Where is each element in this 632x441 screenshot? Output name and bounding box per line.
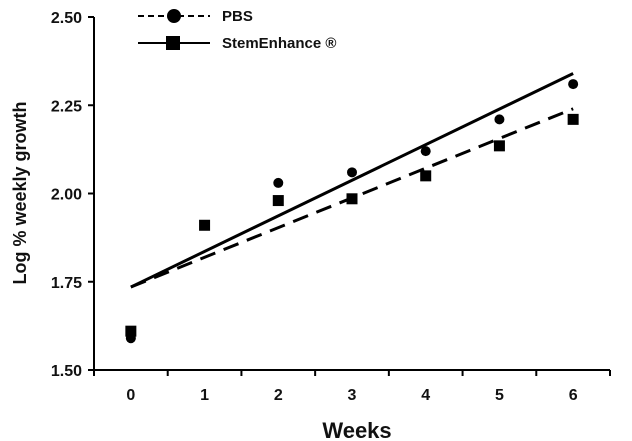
x-tick-label: 1 [200, 387, 209, 404]
point-pbs [420, 146, 431, 157]
legend-pbs-label: PBS [222, 8, 253, 25]
y-tick-label: 2.25 [51, 98, 82, 115]
point-stemenhance [420, 170, 432, 182]
point-stemenhance [199, 219, 211, 231]
point-pbs [568, 79, 579, 90]
point-stemenhance [346, 193, 358, 205]
trendline-stemenhance [130, 72, 574, 289]
y-ticks: 1.50 1.75 2.00 2.25 2.50 [51, 10, 94, 380]
x-axis-title: Weeks [322, 418, 391, 441]
point-stemenhance [493, 140, 505, 152]
point-pbs [347, 167, 357, 178]
x-tick-label: 4 [421, 387, 430, 404]
point-stemenhance [272, 195, 284, 207]
x-tick-label: 6 [569, 387, 578, 404]
legend-pbs-marker [167, 9, 181, 23]
x-ticks: 0 1 2 3 4 5 6 [93, 370, 611, 404]
point-pbs [494, 114, 505, 125]
legend-stemenhance-marker [166, 36, 180, 50]
y-tick-label: 2.00 [51, 187, 82, 204]
y-tick-label: 1.50 [51, 363, 82, 380]
legend-item-stemenhance: StemEnhance ® [138, 35, 336, 52]
legend-stemenhance-label: StemEnhance ® [222, 35, 336, 52]
y-axis-title: Log % weekly growth [10, 101, 30, 284]
point-stemenhance [125, 325, 137, 337]
point-stemenhance [567, 113, 579, 125]
y-tick-label: 2.50 [51, 10, 82, 27]
legend-item-pbs: PBS [138, 8, 253, 25]
x-tick-label: 2 [274, 387, 283, 404]
x-tick-label: 5 [495, 387, 504, 404]
point-pbs [273, 177, 284, 188]
points [125, 79, 579, 344]
y-tick-label: 1.75 [51, 275, 82, 292]
x-tick-label: 0 [126, 387, 135, 404]
x-tick-label: 3 [348, 387, 357, 404]
trendlines [130, 72, 574, 289]
legend: PBS StemEnhance ® [138, 8, 336, 52]
